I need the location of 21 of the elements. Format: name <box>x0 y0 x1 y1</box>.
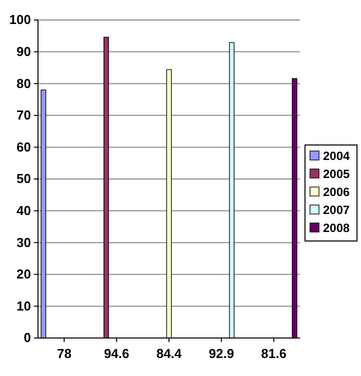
y-tick-label: 60 <box>16 139 31 154</box>
x-tick-label: 94.6 <box>104 346 130 361</box>
y-tick-label: 80 <box>16 76 31 91</box>
legend-label: 2008 <box>323 221 350 235</box>
x-tick-label: 78 <box>56 346 72 361</box>
y-tick-label: 0 <box>24 330 31 346</box>
y-tick-label: 50 <box>16 171 31 186</box>
x-tick-label: 84.4 <box>156 346 182 361</box>
legend-label: 2004 <box>323 149 350 163</box>
y-tick-label: 90 <box>16 44 31 59</box>
x-tick-label: 81.6 <box>261 346 286 361</box>
legend-label: 2005 <box>323 167 350 181</box>
y-tick-label: 70 <box>16 108 31 123</box>
legend-label: 2006 <box>323 185 350 199</box>
legend-label: 2007 <box>323 203 350 217</box>
y-tick-label: 40 <box>16 202 31 218</box>
y-tick-label: 30 <box>16 234 31 250</box>
y-tick-label: 100 <box>9 12 31 28</box>
y-tick-label: 10 <box>16 298 31 314</box>
y-tick-label: 20 <box>16 266 31 282</box>
x-tick-label: 92.9 <box>208 346 234 361</box>
